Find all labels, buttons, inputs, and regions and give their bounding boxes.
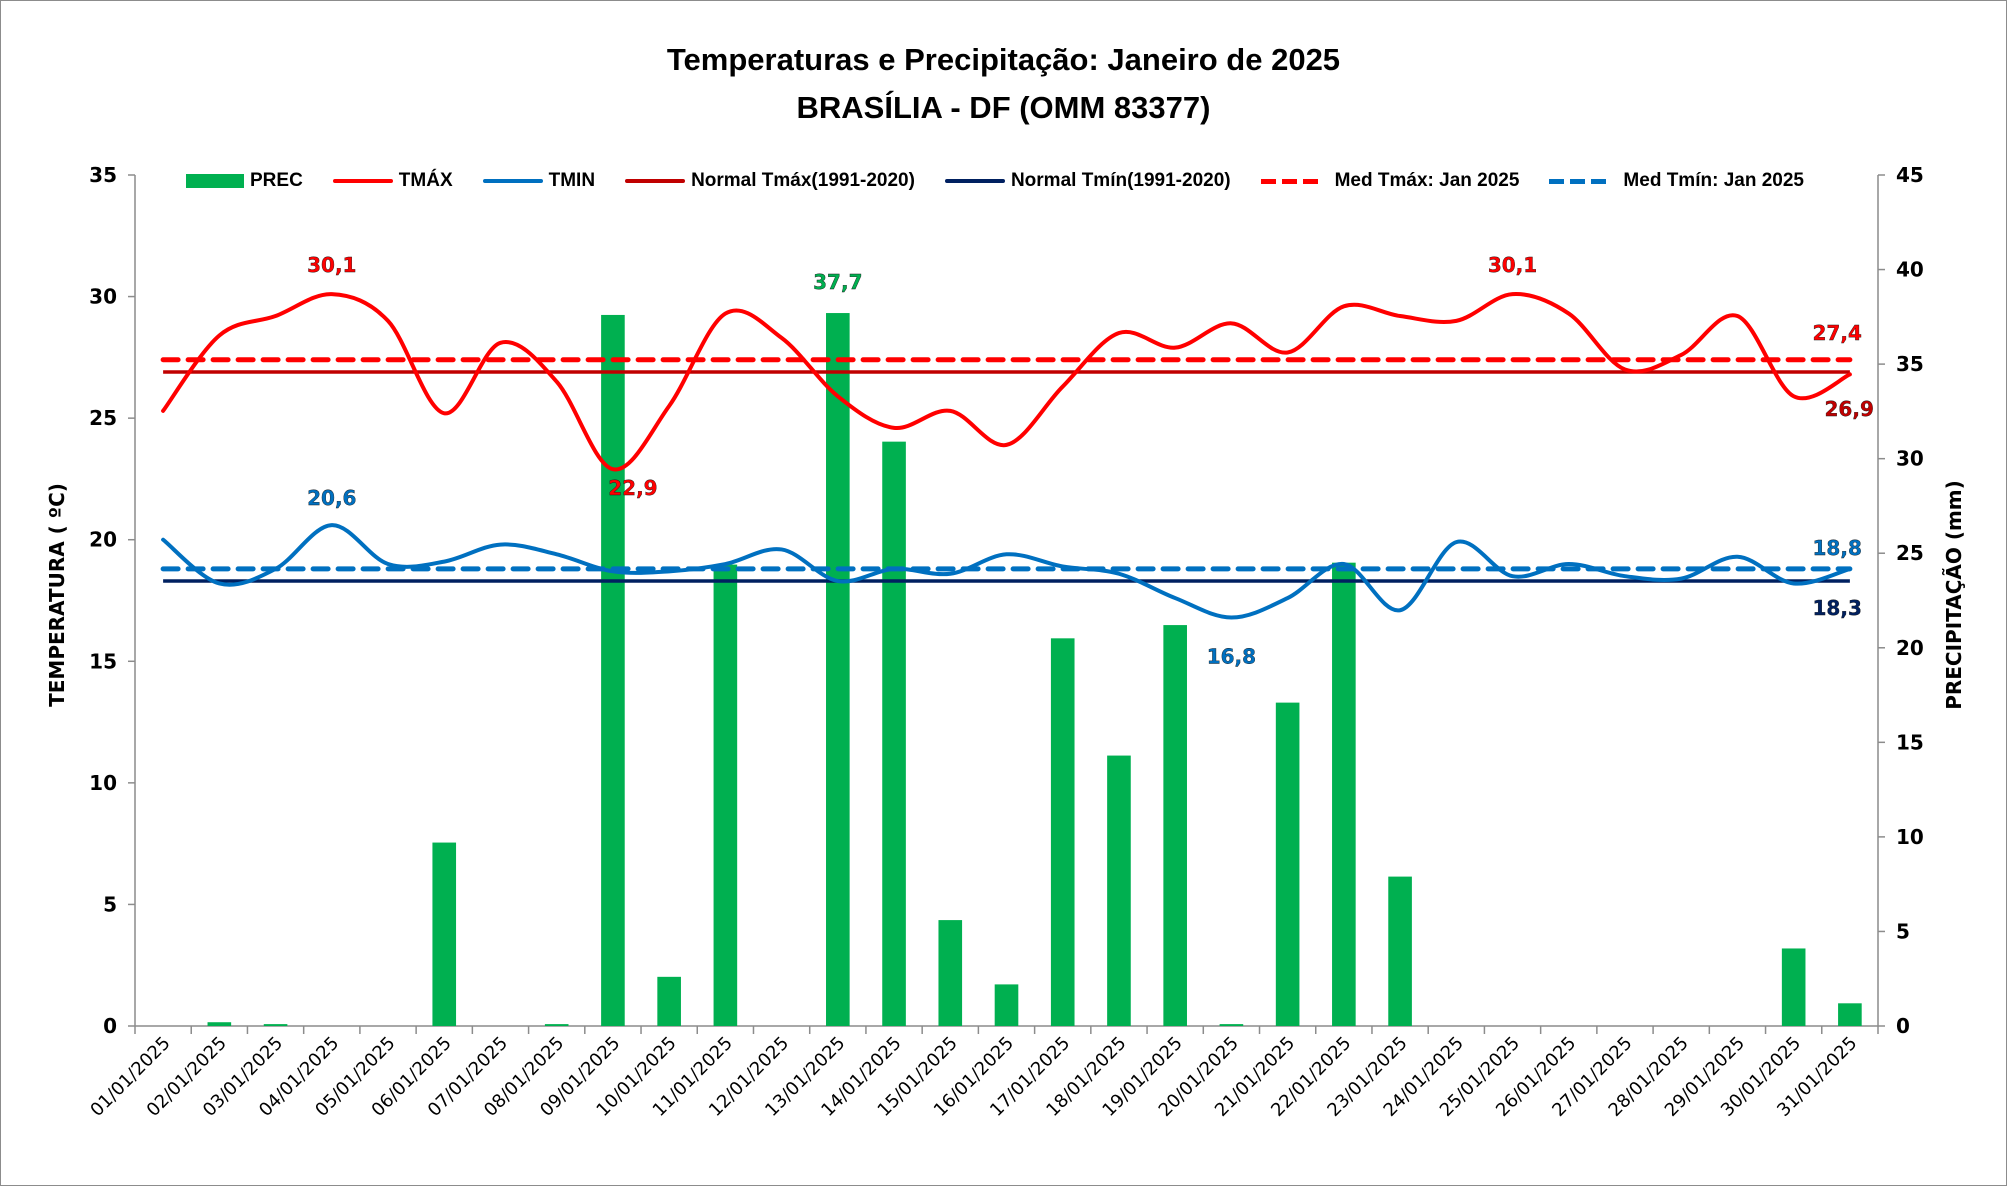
data-labels: 30,1 30,1 22,9 37,7 20,6 16,8 27,4 26,9 18,8 18,3: [307, 253, 1874, 669]
legend-item-med-tmin: Med Tmín: Jan 2025: [1549, 170, 1804, 192]
precipitation-bar: [826, 313, 850, 1026]
y-tick-label: 25: [89, 406, 117, 430]
chart-subtitle: BRASÍLIA - DF (OMM 83377): [796, 90, 1211, 125]
y2-tick-label: 40: [1896, 258, 1924, 282]
tmin-line: [161, 523, 1852, 620]
y2-tick-label: 25: [1896, 541, 1924, 565]
data-label: 18,8: [1813, 536, 1862, 560]
y-tick-label: 0: [103, 1014, 117, 1038]
legend-swatch-med-tmin: [1549, 178, 1610, 184]
legend-item-tmax: TMÁX: [332, 170, 453, 192]
y-tick-label: 30: [89, 285, 117, 309]
precipitation-bar: [1275, 702, 1300, 1026]
precipitation-bar: [432, 842, 457, 1026]
precipitation-bar: [544, 1024, 569, 1026]
precipitation-bar: [1163, 625, 1187, 1026]
x-tick-labels: 01/01/202502/01/202503/01/202504/01/2025…: [86, 1033, 1861, 1121]
y-tick-label: 20: [89, 528, 117, 552]
legend-item-prec: PREC: [186, 170, 303, 192]
legend-label-tmin: TMIN: [548, 170, 596, 191]
y2-tick-label: 45: [1896, 163, 1924, 187]
precipitation-bar: [657, 976, 681, 1026]
legend-label-tmax: TMÁX: [398, 170, 453, 191]
precipitation-bar: [713, 564, 738, 1026]
precipitation-bar: [938, 920, 963, 1026]
y-tick-label: 5: [103, 892, 117, 916]
legend-label-prec: PREC: [250, 170, 303, 191]
precipitation-bar: [1050, 638, 1075, 1026]
y-tick-label: 15: [89, 649, 117, 673]
precipitation-bar: [994, 984, 1019, 1026]
precipitation-bar: [601, 314, 625, 1026]
precipitation-bar: [1781, 948, 1806, 1026]
tmax-line: [161, 292, 1852, 472]
precipitation-bar: [263, 1024, 288, 1026]
precipitation-bar: [1332, 562, 1356, 1026]
legend-item-med-tmax: Med Tmáx: Jan 2025: [1260, 170, 1520, 192]
axes: 0 5 10 15 20 25 30 35 0 5 10 15 20 25 30 35 40 45: [89, 163, 1924, 1038]
precipitation-bar: [1838, 1003, 1862, 1026]
y2-axis-title: PRECIPITAÇÃO (mm): [1942, 480, 1966, 710]
y2-tick-label: 5: [1896, 919, 1910, 943]
data-label: 20,6: [307, 486, 356, 510]
y-tick-label: 35: [89, 163, 117, 187]
legend-item-normal-tmax: Normal Tmáx(1991-2020): [625, 170, 915, 192]
data-label: 37,7: [813, 270, 862, 294]
legend: PREC TMÁX TMIN Normal Tmáx(1991-2020) No…: [186, 166, 1834, 196]
legend-item-normal-tmin: Normal Tmín(1991-2020): [944, 170, 1231, 192]
precipitation-bar: [882, 441, 906, 1026]
reference-lines: [160, 357, 1853, 583]
chart-title: Temperaturas e Precipitação: Janeiro de …: [666, 42, 1341, 77]
y-axis-title: TEMPERATURA ( ºC): [45, 483, 69, 707]
legend-swatch-prec: [186, 174, 244, 188]
legend-swatch-tmin: [482, 179, 543, 183]
data-label: 16,8: [1207, 645, 1256, 669]
legend-swatch-normal-tmax: [625, 179, 686, 183]
y2-tick-label: 15: [1896, 730, 1924, 754]
precipitation-bar: [1107, 755, 1131, 1026]
precipitation-bar: [207, 1022, 232, 1026]
precipitation-bar: [1219, 1024, 1244, 1026]
temperature-lines: [161, 292, 1852, 620]
precipitation-bar: [1388, 876, 1412, 1026]
precipitation-bars: [207, 313, 1862, 1026]
legend-swatch-med-tmax: [1260, 178, 1321, 184]
data-label: 18,3: [1813, 596, 1862, 620]
y-tick-label: 10: [89, 771, 117, 795]
legend-label-med-tmin: Med Tmín: Jan 2025: [1623, 170, 1804, 191]
y2-tick-label: 10: [1896, 825, 1924, 849]
data-label: 27,4: [1813, 321, 1862, 345]
y2-tick-label: 30: [1896, 447, 1924, 471]
data-label: 22,9: [608, 476, 657, 500]
legend-swatch-tmax: [332, 179, 393, 183]
legend-swatch-normal-tmin: [944, 179, 1005, 183]
data-label: 30,1: [307, 253, 356, 277]
legend-label-med-tmax: Med Tmáx: Jan 2025: [1334, 170, 1520, 191]
data-label: 26,9: [1825, 397, 1874, 421]
y2-tick-label: 0: [1896, 1014, 1910, 1038]
y2-tick-label: 20: [1896, 636, 1924, 660]
legend-item-tmin: TMIN: [482, 170, 596, 192]
y2-tick-label: 35: [1896, 352, 1924, 376]
data-label: 30,1: [1488, 253, 1537, 277]
legend-label-normal-tmin: Normal Tmín(1991-2020): [1010, 170, 1231, 191]
legend-label-normal-tmax: Normal Tmáx(1991-2020): [691, 170, 915, 191]
